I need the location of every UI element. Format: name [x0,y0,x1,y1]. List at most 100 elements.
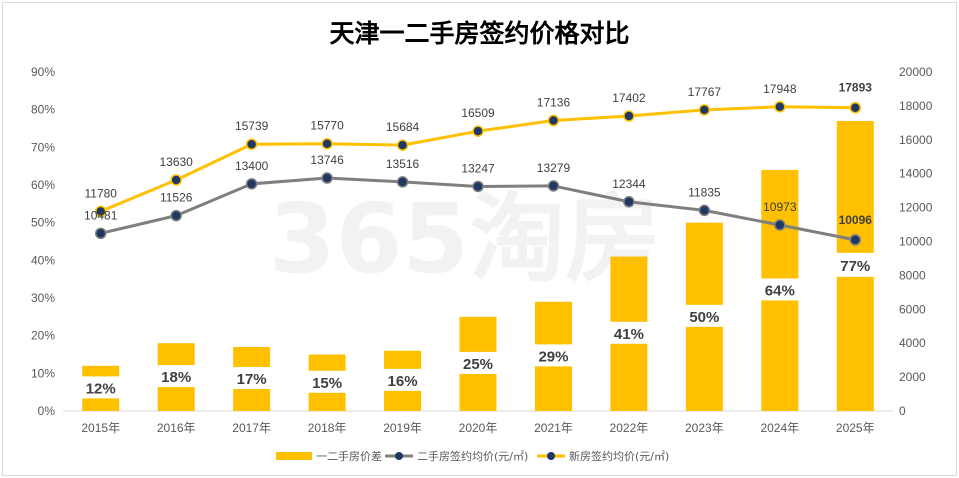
new-price-label: 15684 [386,120,420,134]
bar-label-box [755,278,804,301]
used-price-label: 10973 [763,200,797,214]
right-axis-tick: 14000 [899,167,933,181]
used-price-label: 13516 [386,157,420,171]
left-axis-tick: 60% [31,178,55,192]
x-axis-label: 2024年 [760,421,799,435]
x-axis-label: 2019年 [383,421,422,435]
left-axis-tick: 80% [31,103,55,117]
used-price-point [698,204,711,217]
new-price-point [245,138,258,150]
used-price-point [547,180,560,192]
left-axis-tick: 50% [31,216,55,230]
bar-data-label: 77% [840,258,870,275]
new-price-label: 15739 [235,119,269,133]
right-axis-tick: 0 [899,404,906,418]
new-price-label: 16509 [461,106,495,120]
used-price-label: 11835 [688,185,721,199]
left-axis-tick: 40% [31,253,55,267]
x-axis-label: 2023年 [685,421,724,435]
bar-label-box [604,321,653,344]
right-axis-tick: 2000 [899,370,926,384]
bar-data-label: 12% [86,380,116,397]
new-price-point [547,114,560,127]
bar-data-label: 50% [689,309,719,326]
left-axis-tick: 0% [38,404,56,418]
legend-label-new: 新房签约均价(元/㎡) [569,449,669,463]
x-axis-label: 2025年 [836,421,875,435]
bar-label-box [227,366,276,389]
new-price-point [396,139,409,151]
new-price-label: 13630 [159,155,193,169]
bar-data-label: 64% [765,282,795,299]
new-price-point [94,205,107,218]
x-axis-label: 2015年 [81,421,120,435]
right-axis-tick: 20000 [899,65,933,79]
new-price-label: 17893 [839,81,873,95]
bar-data-label: 25% [463,356,493,373]
right-axis-tick: 4000 [899,336,926,350]
new-price-point [321,137,333,150]
new-price-label: 17948 [763,82,797,96]
left-axis-tick: 90% [31,65,55,79]
used-price-point [245,178,258,190]
used-price-point [774,219,786,231]
right-axis-tick: 12000 [899,201,933,215]
x-axis-label: 2020年 [459,421,498,435]
used-price-point [623,196,635,208]
new-price-label: 15770 [310,119,344,133]
right-axis-tick: 8000 [899,268,926,282]
new-price-point [170,174,182,186]
bar-data-label: 29% [538,348,568,365]
legend: 一二手房价差 二手房签约均价(元/㎡) 新房签约均价(元/㎡) [276,449,669,463]
bar-data-label: 15% [312,375,342,392]
x-axis-label: 2018年 [308,421,347,435]
bar-data-label: 41% [614,326,644,343]
watermark: 365淘房 [269,183,661,295]
bar-label-box [303,370,352,393]
new-price-point [623,110,635,122]
used-price-label: 13279 [537,161,571,175]
used-price-label: 10481 [84,208,118,222]
used-price-point [472,180,484,193]
legend-label-bar: 一二手房价差 [316,449,382,463]
right-axis-tick: 10000 [899,235,933,249]
right-axis-tick: 18000 [899,99,933,113]
bar-label-box [454,351,502,374]
bar-data-label: 17% [237,371,267,388]
new-price-label: 11780 [84,186,117,200]
right-axis-tick: 6000 [899,302,926,316]
legend-swatch-bar [276,452,312,460]
new-price-point [698,104,711,116]
x-axis-label: 2022年 [610,421,649,435]
new-price-label: 17767 [688,85,722,99]
used-price-label: 13247 [461,161,495,175]
x-axis-label: 2016年 [157,421,196,435]
used-price-label: 12344 [612,177,646,191]
bar-data-label: 18% [161,369,191,386]
used-price-point [849,234,862,246]
new-price-point [774,101,786,113]
new-price-label: 17136 [537,96,571,110]
legend-marker-used [395,452,403,460]
used-price-label: 13746 [310,153,344,167]
x-axis-label: 2021年 [534,421,573,435]
left-axis-tick: 70% [31,140,55,154]
bar-data-label: 16% [388,373,418,390]
bar-label-box [831,252,880,277]
used-price-label: 11526 [160,191,193,205]
bar-label-box [529,344,578,367]
used-price-point [396,176,409,188]
bar-label-box [76,376,125,399]
new-price-label: 17402 [612,91,646,105]
left-axis-tick: 20% [31,329,55,343]
used-price-point [321,172,333,184]
used-price-point [94,227,107,240]
new-price-point [472,125,484,137]
legend-label-used: 二手房签约均价(元/㎡) [417,449,528,463]
left-axis-tick: 30% [31,291,55,305]
bar-label-box [680,304,729,327]
bar-label-box [152,365,201,388]
used-price-label: 10096 [839,213,873,227]
used-price-label: 13400 [235,159,269,173]
